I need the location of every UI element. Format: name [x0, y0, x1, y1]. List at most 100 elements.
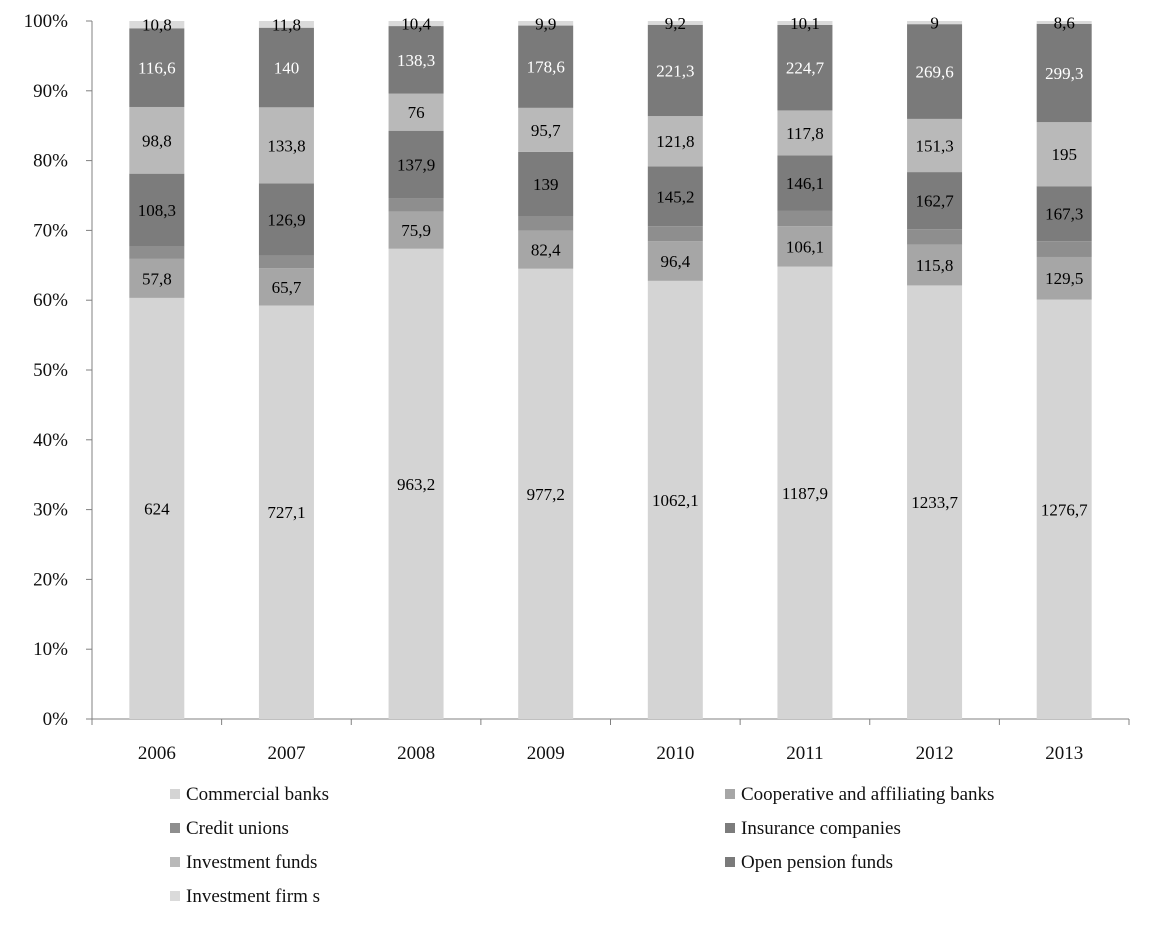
bar-segment [258, 268, 314, 306]
data-label: 151,3 [915, 136, 953, 155]
data-label: 269,6 [915, 63, 953, 82]
bar-segment [129, 258, 185, 298]
data-label: 116,6 [138, 59, 176, 78]
bar-segment [518, 268, 574, 719]
data-label: 9,9 [535, 14, 556, 33]
data-label: 98,8 [142, 131, 172, 150]
data-label: 1233,7 [911, 493, 958, 512]
bar-segment [1036, 241, 1092, 257]
y-tick-label: 60% [33, 290, 68, 311]
data-label: 57,8 [142, 269, 172, 288]
data-label: 10,4 [401, 15, 431, 34]
bar-segment [388, 211, 444, 249]
bar-segment [129, 297, 185, 719]
bar-segment [647, 24, 703, 117]
bar-segment [1036, 186, 1092, 242]
bar-segment [129, 173, 185, 247]
bar-segment [518, 230, 574, 269]
data-label: 95,7 [531, 121, 561, 140]
y-tick-label: 0% [43, 709, 69, 730]
bar-segment [907, 285, 963, 719]
data-label: 977,2 [527, 485, 565, 504]
x-category-label: 2012 [916, 743, 954, 764]
bar-segment [907, 24, 963, 119]
y-tick-label: 40% [33, 430, 68, 451]
bar-segment [388, 130, 444, 199]
bar-segment [907, 172, 963, 230]
bar-segment [777, 110, 833, 156]
data-label: 8,6 [1054, 13, 1075, 32]
bar-segment [647, 166, 703, 227]
bar-segment [777, 24, 833, 111]
data-label: 126,9 [267, 211, 305, 230]
bar-segment [258, 107, 314, 184]
data-label: 138,3 [397, 51, 435, 70]
bar-segment [518, 107, 574, 152]
legend-swatch [725, 789, 735, 799]
x-category-label: 2006 [138, 743, 176, 764]
y-tick-label: 90% [33, 81, 68, 102]
x-category-label: 2008 [397, 743, 435, 764]
legend-swatch [725, 823, 735, 833]
data-label: 106,1 [786, 237, 824, 256]
bar-segment [258, 305, 314, 719]
data-label: 167,3 [1045, 205, 1083, 224]
data-label: 10,8 [142, 16, 172, 35]
data-label: 145,2 [656, 187, 694, 206]
y-tick-label: 10% [33, 639, 68, 660]
data-label: 299,3 [1045, 64, 1083, 83]
bar-segment [1036, 21, 1092, 24]
data-label: 221,3 [656, 61, 694, 80]
bar-segment [258, 183, 314, 256]
bar-segment [129, 246, 185, 259]
data-label: 139 [533, 175, 559, 194]
bar-segment [518, 21, 574, 26]
data-label: 121,8 [656, 132, 694, 151]
bar-segment [907, 229, 963, 245]
bar-segment [907, 118, 963, 173]
bar-segment [1036, 256, 1092, 300]
legend-label: Investment firm s [186, 886, 320, 907]
data-label: 1276,7 [1041, 500, 1088, 519]
legend-label: Investment funds [186, 852, 317, 873]
legend-label: Commercial banks [186, 784, 329, 805]
data-label: 1062,1 [652, 491, 699, 510]
legend-swatch [725, 857, 735, 867]
data-label: 146,1 [786, 174, 824, 193]
data-label: 10,1 [790, 14, 820, 33]
y-tick-label: 50% [33, 360, 68, 381]
bar-segment [129, 28, 185, 107]
data-label: 11,8 [272, 15, 301, 34]
legend-label: Cooperative and affiliating banks [741, 784, 994, 805]
bar-segment [777, 210, 833, 227]
legend-label: Credit unions [186, 818, 289, 839]
bar-segment [647, 226, 703, 242]
data-label: 75,9 [401, 221, 431, 240]
data-label: 140 [274, 59, 300, 78]
bar-segment [647, 280, 703, 719]
data-label: 162,7 [915, 192, 954, 211]
data-label: 9 [930, 14, 939, 33]
y-tick-label: 30% [33, 500, 68, 521]
data-label: 727,1 [267, 503, 305, 522]
bar-segment [1036, 23, 1092, 123]
bar-segment [388, 26, 444, 94]
y-tick-label: 20% [33, 569, 68, 590]
data-label: 224,7 [786, 59, 825, 78]
bar-segment [647, 116, 703, 167]
bar-segment [777, 226, 833, 267]
legend-swatch [170, 857, 180, 867]
data-label: 129,5 [1045, 269, 1083, 288]
data-label: 115,8 [916, 256, 954, 275]
data-label: 96,4 [660, 252, 690, 271]
x-category-label: 2010 [656, 743, 694, 764]
x-category-label: 2007 [267, 743, 305, 764]
bar-segment [129, 106, 185, 174]
data-label: 178,6 [527, 58, 565, 77]
data-label: 133,8 [267, 136, 305, 155]
bar-segment [388, 198, 444, 212]
data-label: 1187,9 [782, 484, 828, 503]
data-label: 195 [1051, 145, 1077, 164]
